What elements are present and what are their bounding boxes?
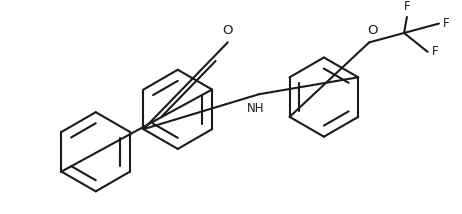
Text: F: F [443,17,450,30]
Text: NH: NH [247,102,265,115]
Text: O: O [223,24,233,37]
Text: F: F [404,0,410,13]
Text: F: F [432,45,438,58]
Text: O: O [367,24,377,37]
